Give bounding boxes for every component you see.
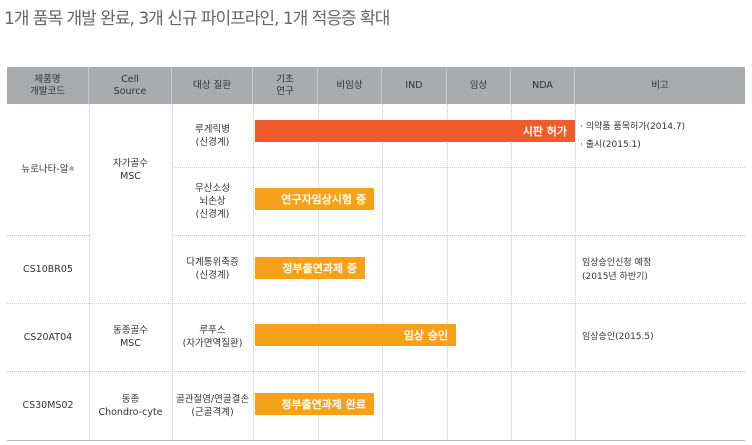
header-basic-research: 기초 연구 <box>253 67 318 104</box>
stage-bar-approved: 시판 허가 <box>255 120 575 142</box>
header-preclinical: 비임상 <box>318 67 382 104</box>
grid-line <box>382 104 383 440</box>
stage-bar: 임상 승인 <box>255 324 456 346</box>
grid-line <box>172 104 173 440</box>
grid-line <box>511 104 512 440</box>
grid-line <box>89 104 90 440</box>
header-notes: 비고 <box>651 79 669 91</box>
product-code: CS30MS02 <box>22 400 74 411</box>
product-name: 뉴로나타-알 ® <box>21 164 75 175</box>
disease: 루푸스 (자가면역질환) <box>182 325 243 349</box>
row-divider <box>172 167 745 168</box>
disease: 골관절염/연골결손 (근골격계) <box>175 393 250 418</box>
header-cell-source: Cell Source <box>89 67 172 104</box>
row-divider <box>7 371 745 372</box>
notes: 임상승인신청 예정 (2015년 하반기) <box>582 258 652 282</box>
page-title: 1개 품목 개발 완료, 3개 신규 파이프라인, 1개 적응증 확대 <box>4 9 390 29</box>
header-ind: IND <box>382 67 447 104</box>
grid-line <box>253 104 254 440</box>
row-divider <box>7 235 89 236</box>
notes: · 의약품 품목허가(2014.7) · 출시(2015.1) <box>580 122 686 150</box>
product-code: CS20AT04 <box>23 331 73 343</box>
stage-bar: 연구자임상시험 중 <box>255 188 374 210</box>
cell-source: 동종 Chondro-cyte <box>98 393 163 418</box>
grid-line <box>447 104 448 440</box>
table-header <box>7 67 745 104</box>
disease: 무산소성 뇌손상 (신경계) <box>195 182 230 220</box>
table-bottom <box>7 440 745 441</box>
header-nda: NDA <box>511 67 575 104</box>
notes: 임상승인(2015.5) <box>582 332 654 342</box>
disease: 다계통위축증 (신경계) <box>186 257 239 281</box>
header-product: 제품명 개발코드 <box>7 67 89 104</box>
stage-bar: 정부출연과제 완료 <box>255 393 374 415</box>
row-divider <box>172 235 745 236</box>
cell-source: 자가골수 MSC <box>113 157 148 182</box>
header-disease: 대상 질환 <box>172 67 253 104</box>
stage-bar: 정부출연과제 중 <box>255 257 365 279</box>
cell-source: 동종골수 MSC <box>113 325 148 349</box>
disease: 루게릭병 (신경계) <box>195 123 230 148</box>
header-clinical: 임상 <box>447 67 511 104</box>
row-divider <box>7 303 745 304</box>
grid-line <box>575 104 576 440</box>
product-code: CS10BR05 <box>23 263 73 275</box>
